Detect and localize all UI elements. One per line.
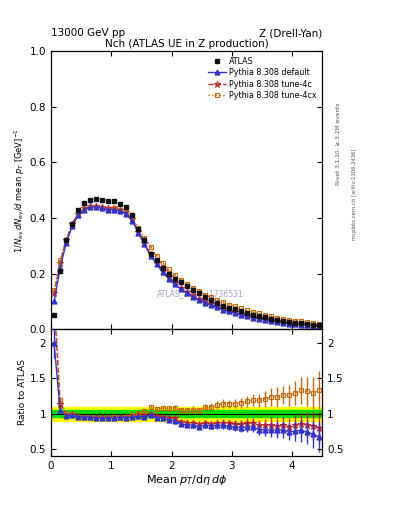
X-axis label: Mean $p_T$/d$\eta\,d\phi$: Mean $p_T$/d$\eta\,d\phi$ xyxy=(146,473,228,487)
Text: mcplots.cern.ch [arXiv:1306.3436]: mcplots.cern.ch [arXiv:1306.3436] xyxy=(352,149,357,240)
Text: Z (Drell-Yan): Z (Drell-Yan) xyxy=(259,28,322,38)
Title: Nch (ATLAS UE in Z production): Nch (ATLAS UE in Z production) xyxy=(105,39,268,49)
Y-axis label: Ratio to ATLAS: Ratio to ATLAS xyxy=(18,359,27,425)
Text: ATLAS_2019_I1736531: ATLAS_2019_I1736531 xyxy=(157,289,244,297)
Legend: ATLAS, Pythia 8.308 default, Pythia 8.308 tune-4c, Pythia 8.308 tune-4cx: ATLAS, Pythia 8.308 default, Pythia 8.30… xyxy=(206,55,318,102)
Y-axis label: $1/N_\mathrm{ev}\,dN_\mathrm{ev}/d$ mean $p_T$ [GeV]$^{-1}$: $1/N_\mathrm{ev}\,dN_\mathrm{ev}/d$ mean… xyxy=(13,127,27,253)
Text: Rivet 3.1.10, ≥ 3.2M events: Rivet 3.1.10, ≥ 3.2M events xyxy=(336,102,341,185)
Text: 13000 GeV pp: 13000 GeV pp xyxy=(51,28,125,38)
